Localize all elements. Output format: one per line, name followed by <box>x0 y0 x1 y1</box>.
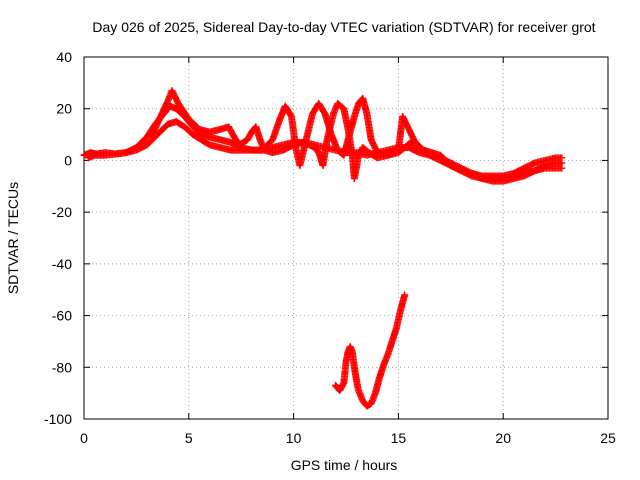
y-tick-label: -80 <box>52 359 72 375</box>
x-tick-label: 20 <box>495 430 511 446</box>
axis-ticks: 0 5 10 15 20 25 40 20 0 -20 -40 -60 -80 -100 <box>44 49 616 446</box>
y-tick-label: 40 <box>56 49 72 65</box>
y-tick-label: 20 <box>56 101 72 117</box>
y-tick-label: -40 <box>52 256 72 272</box>
x-tick-label: 15 <box>391 430 407 446</box>
y-tick-label: -60 <box>52 308 72 324</box>
y-axis-label: SDTVAR / TECUs <box>5 182 21 294</box>
x-tick-label: 25 <box>600 430 616 446</box>
x-axis-label: GPS time / hours <box>291 457 398 473</box>
x-tick-label: 0 <box>80 430 88 446</box>
y-tick-label: -20 <box>52 204 72 220</box>
data-points <box>80 87 566 410</box>
data-point-marker <box>401 291 409 299</box>
data-point-marker <box>558 154 566 162</box>
chart-title: Day 026 of 2025, Sidereal Day-to-day VTE… <box>92 19 595 35</box>
x-tick-label: 5 <box>185 430 193 446</box>
y-tick-label: 0 <box>64 152 72 168</box>
plot-frame <box>83 56 609 420</box>
y-tick-label: -100 <box>44 411 72 427</box>
x-tick-label: 10 <box>286 430 302 446</box>
